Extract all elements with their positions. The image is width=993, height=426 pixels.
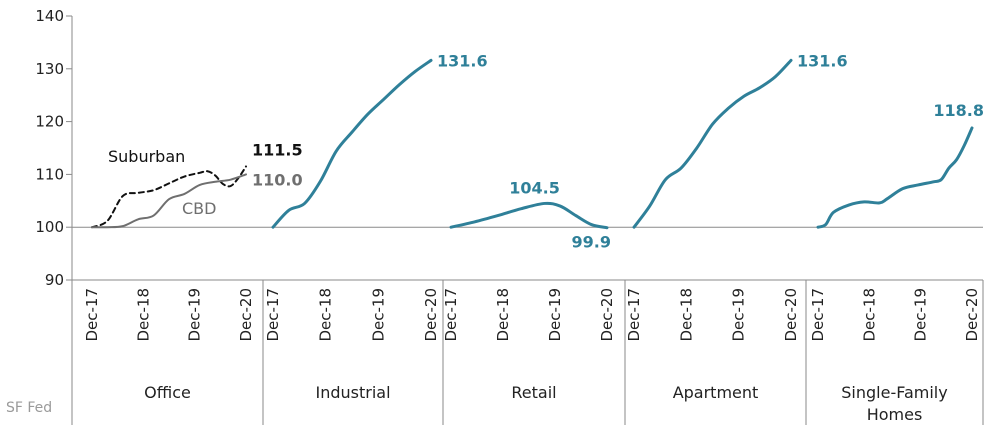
- x-tick-label: Dec-18: [317, 288, 335, 342]
- source-label: SF Fed: [6, 400, 53, 416]
- data-label: 131.6: [797, 51, 848, 70]
- x-tick-label: Dec-19: [546, 288, 564, 342]
- series-line: [632, 58, 793, 229]
- category-label: Retail: [511, 383, 556, 402]
- x-tick-label: Dec-18: [860, 288, 878, 342]
- data-label: 131.6: [437, 51, 488, 70]
- series-line: [91, 165, 247, 229]
- y-tick-label: 140: [35, 7, 64, 25]
- category-label: Single-Family: [841, 383, 947, 402]
- data-label: 104.5: [509, 178, 560, 197]
- series-line: [91, 173, 247, 229]
- x-tick-label: Dec-19: [730, 288, 748, 342]
- x-tick-label: Dec-17: [809, 288, 827, 342]
- x-tick-label: Dec-20: [963, 288, 981, 342]
- category-label: Office: [144, 383, 191, 402]
- x-tick-label: Dec-18: [134, 288, 152, 342]
- y-tick-label: 110: [35, 165, 64, 183]
- x-tick-label: Dec-18: [677, 288, 695, 342]
- category-label: Industrial: [315, 383, 390, 402]
- y-tick-label: 100: [35, 218, 64, 236]
- labels: Dec-17 Dec-18 Dec-19 Dec-20 Office 111.5 Subur…: [83, 51, 984, 424]
- category-label: Apartment: [673, 383, 759, 402]
- x-tick-label: Dec-19: [186, 288, 204, 342]
- x-tick-label: Dec-17: [83, 288, 101, 342]
- x-tick-label: Dec-19: [369, 288, 387, 342]
- x-tick-label: Dec-20: [422, 288, 440, 342]
- x-tick-label: Dec-20: [598, 288, 616, 342]
- y-tick-label: 120: [35, 113, 64, 131]
- y-tick-label: 130: [35, 60, 64, 78]
- series-line: [271, 58, 433, 229]
- x-tick-label: Dec-17: [442, 288, 460, 342]
- data-label: 99.9: [572, 233, 611, 252]
- series-line: [449, 201, 609, 230]
- y-tick-label: 90: [45, 271, 64, 289]
- x-tick-label: Dec-17: [625, 288, 643, 342]
- plot-area: [91, 58, 974, 230]
- data-label: 118.8: [933, 101, 984, 120]
- x-tick-label: Dec-19: [912, 288, 930, 342]
- data-label: 110.0: [252, 170, 303, 189]
- series-name-label: Suburban: [108, 147, 185, 166]
- x-tick-label: Dec-20: [237, 288, 255, 342]
- axes: 90 100 110 120 130 140: [35, 7, 984, 425]
- series-line: [816, 126, 974, 229]
- x-tick-label: Dec-20: [782, 288, 800, 342]
- x-tick-label: Dec-17: [264, 288, 282, 342]
- data-label: 111.5: [252, 140, 303, 159]
- category-label: Homes: [867, 405, 923, 424]
- series-name-label: CBD: [182, 199, 216, 218]
- x-tick-label: Dec-18: [494, 288, 512, 342]
